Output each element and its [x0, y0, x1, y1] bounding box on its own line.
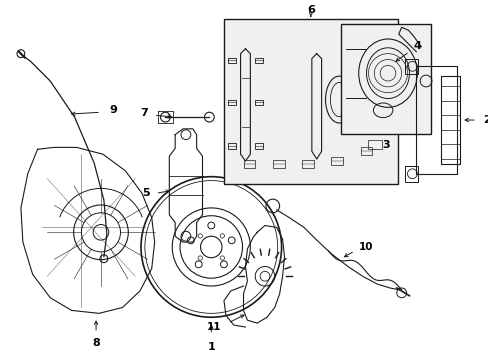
Bar	[302, 160, 313, 168]
Text: 5: 5	[142, 188, 149, 198]
Bar	[331, 157, 343, 165]
Bar	[227, 100, 235, 105]
Text: 3: 3	[382, 140, 389, 150]
Bar	[415, 66, 456, 174]
Text: 9: 9	[109, 105, 117, 115]
Bar	[360, 147, 372, 155]
Text: 1: 1	[207, 342, 215, 352]
Bar	[255, 58, 263, 63]
Bar	[255, 144, 263, 149]
Bar	[255, 100, 263, 105]
Text: 10: 10	[359, 242, 373, 252]
Bar	[440, 76, 459, 164]
Text: 11: 11	[206, 322, 221, 332]
Bar	[227, 144, 235, 149]
Text: 2: 2	[482, 115, 488, 125]
Bar	[368, 140, 381, 149]
Bar	[272, 160, 284, 168]
Bar	[243, 160, 255, 168]
Bar	[404, 59, 417, 74]
Text: 4: 4	[412, 41, 420, 51]
Bar	[404, 166, 417, 181]
Bar	[341, 24, 430, 134]
Text: 8: 8	[92, 338, 100, 348]
Bar	[224, 19, 397, 184]
Bar	[371, 62, 384, 71]
Bar	[374, 100, 387, 110]
Text: 6: 6	[306, 5, 314, 15]
Bar	[227, 58, 235, 63]
Text: 7: 7	[140, 108, 147, 118]
